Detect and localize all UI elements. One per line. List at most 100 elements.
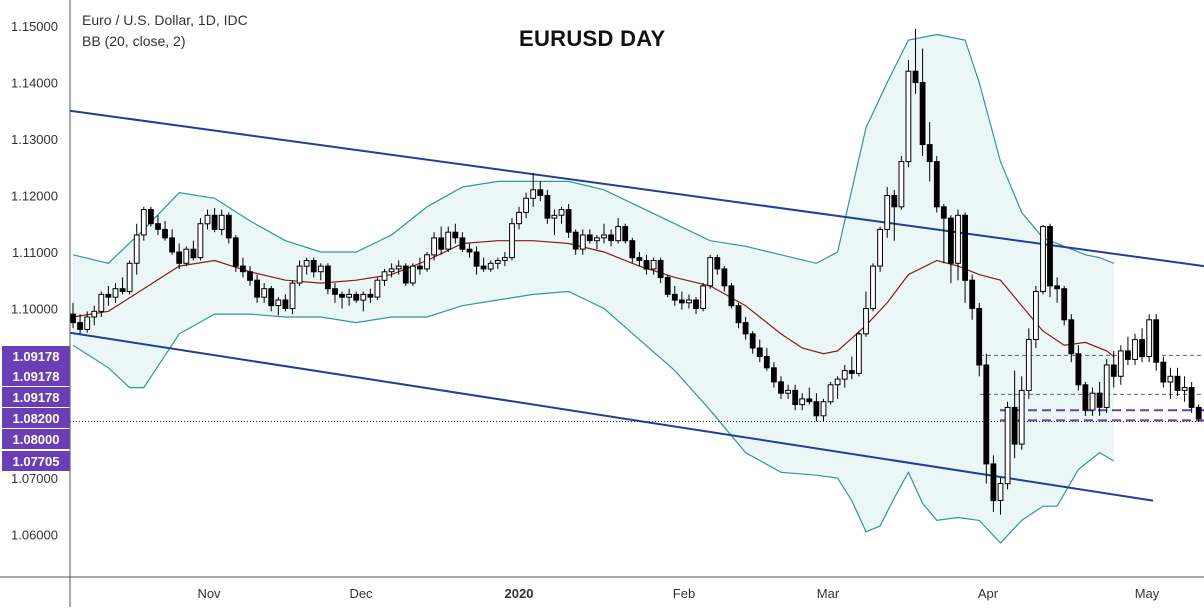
candle xyxy=(190,240,197,261)
candle xyxy=(275,297,282,316)
candle xyxy=(126,260,133,295)
candle xyxy=(622,223,629,244)
candle xyxy=(1125,336,1131,365)
candle xyxy=(693,297,699,315)
candle xyxy=(183,246,190,267)
candle-body-down xyxy=(240,265,246,273)
candle xyxy=(1061,285,1068,326)
candle-body-down xyxy=(679,299,685,304)
candle-body-up xyxy=(615,226,622,242)
candle xyxy=(799,393,806,411)
candle-body-up xyxy=(686,299,692,304)
x-tick-label: 2020 xyxy=(505,586,534,601)
candle xyxy=(813,393,820,422)
candle-body-up xyxy=(183,248,190,264)
candle-body-down xyxy=(268,288,275,307)
candle xyxy=(310,257,317,278)
candle-body-down xyxy=(105,293,112,298)
candle xyxy=(296,260,303,286)
candle xyxy=(516,206,522,230)
candle-body-up xyxy=(98,293,105,312)
candle-body-down xyxy=(693,299,699,309)
candle xyxy=(771,362,777,388)
candle xyxy=(417,257,423,275)
candle-body-down xyxy=(983,364,990,465)
candle xyxy=(459,232,466,252)
candle xyxy=(452,223,459,244)
candle xyxy=(912,28,919,94)
candle xyxy=(225,212,232,244)
price-label-text: 1.09178 xyxy=(13,390,60,405)
candle-body-up xyxy=(112,288,119,298)
candle-body-up xyxy=(551,214,558,219)
candle-body-down xyxy=(367,293,374,298)
candle xyxy=(282,294,289,312)
bollinger-upper-line xyxy=(72,33,1115,264)
candle xyxy=(254,274,260,303)
candle xyxy=(686,294,692,309)
candle xyxy=(1146,314,1153,363)
candle-body-down xyxy=(813,401,820,417)
y-tick-label: 1.10000 xyxy=(11,302,58,317)
candle xyxy=(232,235,239,272)
candle-body-up xyxy=(997,483,1004,502)
candle-body-up xyxy=(360,293,367,301)
candle xyxy=(756,339,763,363)
y-tick-label: 1.06000 xyxy=(11,528,58,543)
chart-legend: Euro / U.S. Dollar, 1D, IDC BB (20, clos… xyxy=(82,10,248,52)
candle-body-down xyxy=(728,285,735,307)
candle xyxy=(148,206,154,227)
candle-body-down xyxy=(402,265,409,284)
candle-body-down xyxy=(976,308,983,366)
candle-body-down xyxy=(417,265,423,270)
candle xyxy=(176,243,183,269)
candle-body-up xyxy=(601,234,607,239)
candle-body-down xyxy=(232,237,239,267)
candle-body-down xyxy=(162,228,168,239)
candle-body-up xyxy=(431,237,438,256)
candle xyxy=(586,229,593,244)
candle xyxy=(1103,359,1110,414)
candle-body-down xyxy=(77,322,83,330)
candle xyxy=(240,257,246,278)
candle-body-up xyxy=(494,260,501,264)
candle xyxy=(1082,381,1089,416)
candle-body-down xyxy=(848,370,855,374)
candle xyxy=(1153,314,1160,371)
lower-trendline xyxy=(69,331,1154,502)
candle-body-up xyxy=(820,401,827,417)
price-label-background xyxy=(2,429,70,449)
candle xyxy=(778,376,784,399)
candle-body-up xyxy=(409,265,416,284)
candle-body-up xyxy=(1089,392,1096,411)
candle-body-down xyxy=(721,268,728,287)
candle-body-down xyxy=(452,231,459,239)
x-tick-label: Dec xyxy=(349,586,373,601)
candle xyxy=(1040,224,1046,295)
candle-body-up xyxy=(275,299,282,307)
candle xyxy=(976,302,983,377)
candle xyxy=(749,331,756,354)
candle-body-up xyxy=(1004,406,1011,485)
candle-body-up xyxy=(1025,339,1032,392)
candle xyxy=(856,331,862,377)
candle xyxy=(374,277,381,301)
candle-body-up xyxy=(841,370,848,380)
candle xyxy=(438,226,445,255)
candle-body-up xyxy=(509,223,515,259)
candle-body-down xyxy=(948,217,954,264)
candle xyxy=(530,172,537,207)
candle xyxy=(714,254,721,275)
candle xyxy=(480,257,487,272)
candle xyxy=(1018,376,1025,450)
candle-body-down xyxy=(1047,226,1053,287)
candle xyxy=(473,246,480,275)
candle xyxy=(466,243,473,258)
candle-body-up xyxy=(700,285,707,309)
candle xyxy=(140,206,147,241)
candle-body-up xyxy=(388,268,395,273)
candle xyxy=(1195,404,1202,422)
candle xyxy=(629,237,636,264)
candle xyxy=(332,283,338,303)
price-label: 1.07705 xyxy=(2,451,70,471)
